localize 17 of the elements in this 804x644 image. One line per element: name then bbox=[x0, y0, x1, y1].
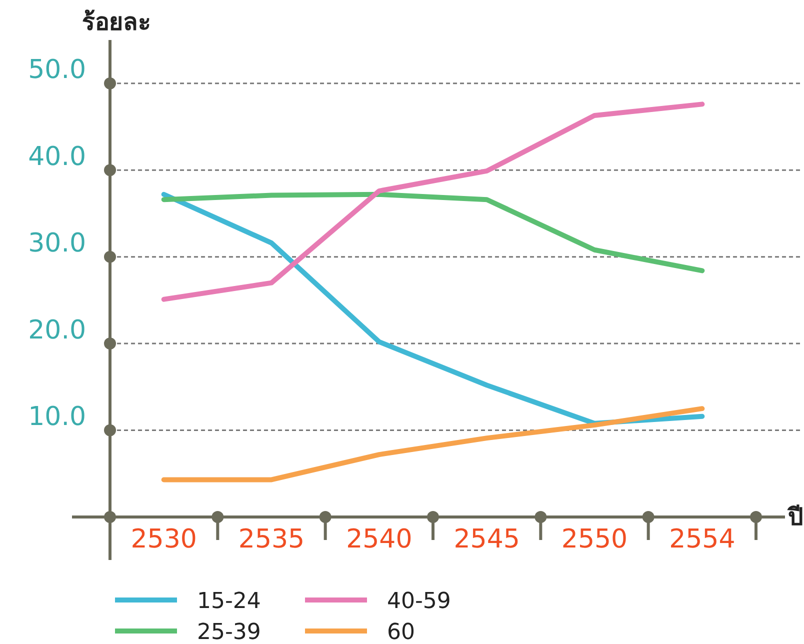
legend-label: 25-39 bbox=[197, 620, 261, 644]
legend-label: 60 bbox=[387, 620, 415, 644]
x-tick-label: 2545 bbox=[454, 524, 520, 554]
x-tick-label: 2530 bbox=[130, 524, 197, 554]
y-tick-label: 10.0 bbox=[28, 402, 86, 432]
legend-label: 40-59 bbox=[387, 589, 451, 614]
y-axis-title: ร้อยละ bbox=[82, 8, 151, 36]
x-tick-label: 2540 bbox=[346, 524, 412, 554]
x-axis-title: ปี bbox=[787, 503, 803, 531]
x-tick-label: 2554 bbox=[669, 524, 736, 554]
x-tick-label: 2535 bbox=[238, 524, 305, 554]
y-tick-label: 20.0 bbox=[28, 315, 86, 346]
y-tick-label: 40.0 bbox=[28, 142, 86, 172]
legend-label: 15-24 bbox=[197, 589, 261, 614]
x-tick-label: 2550 bbox=[561, 524, 628, 554]
y-tick-label: 50.0 bbox=[28, 55, 86, 86]
y-tick-label: 30.0 bbox=[28, 228, 86, 259]
